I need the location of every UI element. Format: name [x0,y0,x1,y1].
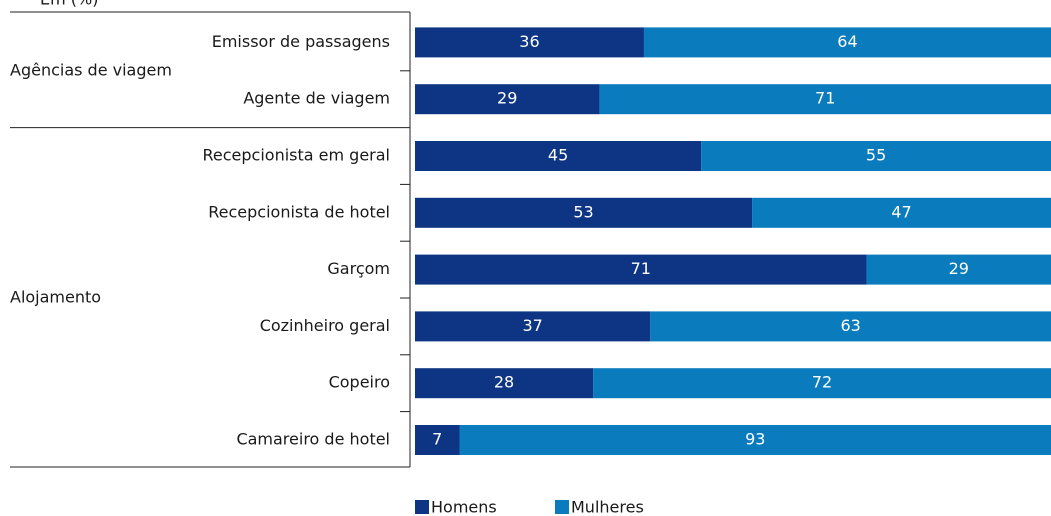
value-label: 29 [497,89,517,108]
bar-segment [866,254,1051,285]
category-label: Emissor de passagens [212,32,390,51]
category-label: Recepcionista em geral [203,146,391,165]
bar-segment [752,197,1051,228]
category-label: Recepcionista de hotel [208,202,390,221]
value-label: 72 [812,373,832,392]
legend-label: Homens [431,498,497,516]
value-label: 28 [494,373,514,392]
bar-segment [415,141,702,171]
bar-segment [415,27,644,58]
value-label: 45 [548,146,568,165]
category-label: Garçom [327,259,390,278]
value-label: 29 [949,259,969,278]
value-label: 47 [891,202,911,221]
bar-segment [650,311,1051,342]
bar-segment [593,368,1051,399]
category-label: Camareiro de hotel [236,430,390,449]
category-label: Agente de viagem [243,89,390,108]
bar-segment [643,27,1051,58]
value-label: 64 [837,32,857,51]
value-label: 93 [745,430,765,449]
legend-label: Mulheres [571,498,644,516]
bar-segment [415,84,600,115]
value-label: 7 [432,430,442,449]
group-label: Alojamento [10,288,101,307]
bar-segment [415,425,460,455]
category-label: Cozinheiro geral [260,316,390,335]
value-label: 53 [573,202,593,221]
value-label: 71 [815,89,835,108]
bar-segment [415,311,651,342]
bar-segment [415,197,753,228]
value-label: 71 [631,259,651,278]
bar-segment [701,141,1051,171]
subtitle: Em (%) [40,0,98,9]
value-label: 36 [519,32,539,51]
value-label: 55 [866,146,886,165]
bar-segment [599,84,1051,115]
value-label: 37 [522,316,542,335]
bar-segment [459,425,1051,455]
value-label: 63 [840,316,860,335]
category-label: Copeiro [329,373,390,392]
legend-swatch [555,500,569,514]
group-label: Agências de viagem [10,60,172,79]
bar-segment [415,254,867,285]
bar-segment [415,368,594,399]
legend-swatch [415,500,429,514]
